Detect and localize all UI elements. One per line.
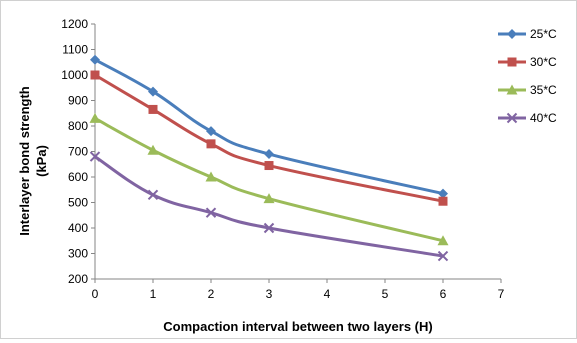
data-point: [90, 54, 100, 65]
data-point: [264, 161, 274, 171]
legend-item: 30*C: [498, 55, 557, 69]
y-tick-label: 500: [68, 196, 88, 210]
legend-label: 25*C: [530, 27, 557, 41]
data-point: [205, 207, 217, 218]
y-tick-label: 1100: [62, 43, 88, 57]
series-line: [94, 117, 444, 243]
data-point: [89, 112, 101, 123]
x-tick-labels: 0 1 2 3 4 5 6 7: [92, 287, 505, 301]
x-axis-title: Compaction interval between two layers (…: [163, 319, 432, 334]
data-point: [437, 235, 449, 246]
marker-stroke: [437, 250, 449, 262]
legend-swatch-marker: [506, 112, 518, 124]
data-point: [264, 149, 274, 160]
y-tick-label: 200: [68, 272, 88, 286]
data-point: [89, 151, 101, 162]
y-tick-label: 700: [68, 145, 88, 159]
data-point: [263, 222, 275, 234]
marker-stroke: [147, 189, 159, 201]
legend: 25*C 30*C 35*C 40*C: [498, 27, 557, 125]
legend-item: 40*C: [498, 111, 557, 125]
x-tick-label: 2: [208, 287, 215, 301]
data-point: [148, 104, 158, 114]
data-point: [206, 139, 216, 149]
axes: [91, 23, 502, 283]
legend-item: 25*C: [498, 27, 557, 41]
marker-stroke: [205, 207, 217, 218]
series-lines: [94, 58, 444, 258]
data-point: [206, 126, 216, 137]
y-tick-label: 1000: [61, 68, 88, 82]
data-point: [90, 70, 100, 80]
y-axis-title-line2: (kPa): [34, 145, 49, 177]
line-chart: 200 300 400 500 600 700 800 900 1000 1100 1200 0 1 2…: [17, 17, 557, 334]
series-line: [94, 155, 444, 258]
y-tick-labels: 200 300 400 500 600 700 800 900 1000 1100 1200: [61, 17, 88, 286]
y-tick-label: 600: [68, 170, 88, 184]
marker-stroke: [263, 222, 275, 234]
x-tick-label: 6: [440, 287, 447, 301]
x-tick-label: 7: [498, 287, 505, 301]
data-point: [437, 250, 449, 262]
series-markers: [89, 54, 449, 262]
x-tick-label: 5: [382, 287, 389, 301]
data-point: [263, 193, 275, 204]
legend-swatch-marker: [507, 29, 517, 39]
x-tick-label: 3: [266, 287, 273, 301]
y-tick-label: 400: [68, 221, 88, 235]
data-point: [147, 144, 159, 155]
legend-item: 35*C: [498, 83, 557, 97]
x-tick-label: 0: [92, 287, 99, 301]
series-line: [94, 73, 444, 203]
x-tick-label: 1: [150, 287, 157, 301]
data-point: [438, 188, 448, 199]
legend-label: 30*C: [530, 55, 557, 69]
series-line: [94, 58, 444, 196]
y-tick-label: 300: [68, 247, 88, 261]
y-tick-label: 800: [68, 119, 88, 133]
y-tick-label: 1200: [61, 17, 88, 31]
data-point: [147, 189, 159, 201]
data-point: [438, 196, 448, 206]
data-point: [205, 171, 217, 182]
data-point: [148, 86, 158, 97]
legend-swatch-marker: [507, 57, 517, 67]
marker-stroke: [89, 151, 101, 162]
x-tick-label: 4: [324, 287, 331, 301]
legend-label: 40*C: [530, 111, 557, 125]
legend-label: 35*C: [530, 83, 557, 97]
marker-stroke: [506, 112, 518, 124]
legend-swatch-marker: [506, 84, 518, 95]
y-axis-title-line1: Interlayer bond strength: [17, 86, 32, 236]
y-tick-label: 900: [68, 94, 88, 108]
